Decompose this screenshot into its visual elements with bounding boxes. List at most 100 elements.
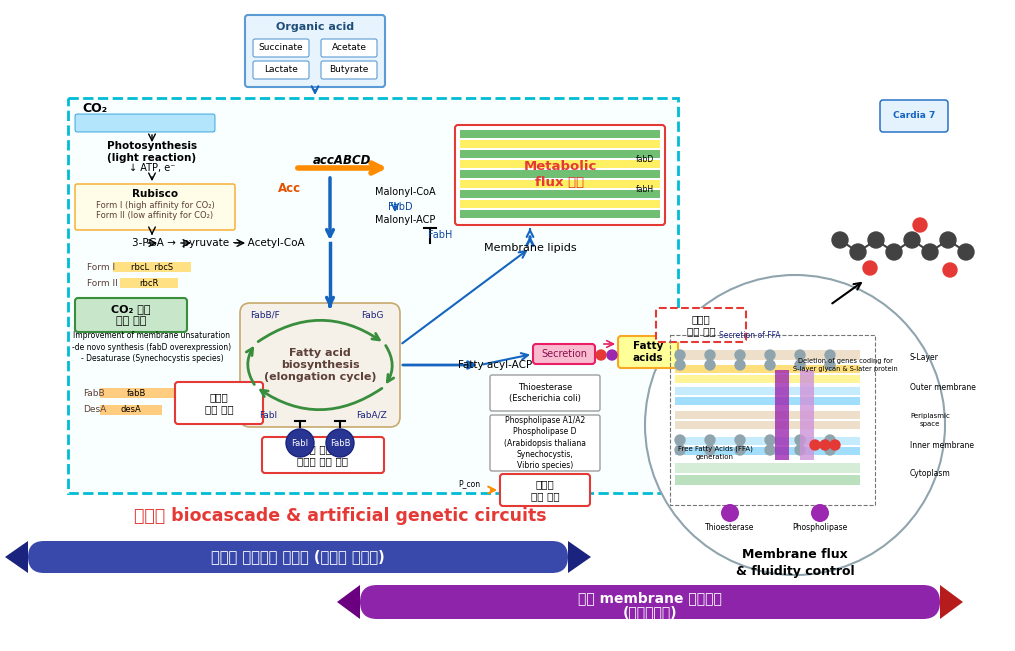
Text: FabB: FabB	[330, 439, 350, 447]
Bar	[675, 375, 860, 383]
Text: Metabolic
flux 증진: Metabolic flux 증진	[524, 161, 597, 189]
Bar	[675, 397, 860, 405]
Text: Inner membrane: Inner membrane	[910, 441, 974, 449]
Circle shape	[914, 218, 927, 232]
Circle shape	[795, 445, 805, 455]
Bar	[68, 98, 678, 493]
Bar	[675, 447, 860, 455]
Circle shape	[820, 440, 830, 450]
Text: Improvement of membrane unsaturation
-de novo synthesis (fabD overexpression)
- : Improvement of membrane unsaturation -de…	[72, 331, 231, 363]
Circle shape	[705, 360, 715, 370]
Text: Phospholipase A1/A2
Phospholipase D
(Arabidopsis thaliana
Synechocystis,
Vibrio : Phospholipase A1/A2 Phospholipase D (Ara…	[504, 416, 586, 470]
Text: fabB: fabB	[127, 389, 147, 398]
Text: FabH: FabH	[427, 230, 453, 240]
Text: Outer membrane: Outer membrane	[910, 383, 975, 391]
Text: CO₂ 고정
효율 증진: CO₂ 고정 효율 증진	[112, 304, 151, 326]
Circle shape	[675, 445, 685, 455]
Text: Succinate: Succinate	[259, 44, 303, 53]
Text: Organic acid: Organic acid	[276, 22, 354, 32]
Bar	[675, 350, 860, 360]
Bar	[675, 421, 860, 429]
Text: Cardia 7: Cardia 7	[893, 111, 935, 120]
Text: 3-PGA →  pyruvate →  Acetyl-CoA: 3-PGA → pyruvate → Acetyl-CoA	[132, 238, 304, 248]
FancyBboxPatch shape	[245, 15, 385, 87]
Circle shape	[705, 350, 715, 360]
Circle shape	[795, 360, 805, 370]
Text: desA: desA	[121, 406, 141, 415]
Text: Secretion: Secretion	[541, 349, 587, 359]
Bar	[675, 437, 860, 445]
Circle shape	[825, 435, 835, 445]
Circle shape	[863, 261, 877, 275]
Text: fabD: fabD	[635, 156, 654, 165]
FancyBboxPatch shape	[321, 61, 377, 79]
FancyBboxPatch shape	[455, 125, 665, 225]
Circle shape	[675, 435, 685, 445]
Circle shape	[675, 350, 685, 360]
Bar	[120, 278, 178, 288]
FancyBboxPatch shape	[618, 336, 678, 368]
Text: Phospholipase: Phospholipase	[793, 523, 848, 533]
FancyBboxPatch shape	[75, 114, 215, 132]
Circle shape	[705, 445, 715, 455]
FancyBboxPatch shape	[253, 39, 309, 57]
Circle shape	[832, 232, 848, 248]
Text: FabI: FabI	[259, 411, 277, 419]
Text: Thioesterase
(Escherichia coli): Thioesterase (Escherichia coli)	[510, 383, 581, 403]
Bar	[460, 150, 660, 158]
FancyBboxPatch shape	[75, 298, 187, 332]
Circle shape	[868, 232, 884, 248]
Text: Secretion of FFA: Secretion of FFA	[720, 331, 781, 340]
FancyBboxPatch shape	[360, 585, 940, 619]
Text: FabB: FabB	[83, 389, 105, 398]
Circle shape	[825, 360, 835, 370]
Text: Photosynthesis
(light reaction): Photosynthesis (light reaction)	[107, 141, 197, 163]
Circle shape	[886, 244, 902, 260]
Bar	[100, 388, 175, 398]
Bar	[675, 463, 860, 473]
Bar	[675, 365, 860, 373]
Bar	[460, 130, 660, 138]
Text: Thioesterase: Thioesterase	[705, 523, 755, 533]
Text: 지방산
분비 유도: 지방산 분비 유도	[531, 478, 559, 501]
Circle shape	[705, 435, 715, 445]
Text: FabI: FabI	[291, 439, 309, 447]
Bar	[460, 210, 660, 218]
Circle shape	[765, 360, 775, 370]
Bar	[675, 411, 860, 419]
Circle shape	[286, 429, 314, 457]
Polygon shape	[568, 541, 591, 573]
FancyBboxPatch shape	[28, 541, 568, 573]
FancyBboxPatch shape	[880, 100, 948, 132]
Circle shape	[735, 350, 745, 360]
Text: Membrane flux
& fluidity control: Membrane flux & fluidity control	[736, 549, 855, 577]
Bar	[460, 190, 660, 198]
Text: 지방산
분비 촉진: 지방산 분비 촉진	[687, 314, 716, 336]
Text: Deletion of genes coding for
S-layer glycan & S-later protein: Deletion of genes coding for S-layer gly…	[793, 358, 897, 372]
Text: FabA/Z: FabA/Z	[356, 411, 388, 419]
Text: Acetate: Acetate	[332, 44, 366, 53]
Text: Lactate: Lactate	[264, 66, 298, 74]
Text: 지방산 biocascade & artificial genetic circuits: 지방산 biocascade & artificial genetic circ…	[134, 507, 546, 525]
Text: Malonyl-CoA: Malonyl-CoA	[375, 187, 435, 197]
Bar	[670, 335, 875, 505]
FancyBboxPatch shape	[175, 382, 263, 424]
Text: 생합성 대사회로 최적화 (생산성 극대화): 생합성 대사회로 최적화 (생산성 극대화)	[211, 549, 385, 564]
Circle shape	[825, 445, 835, 455]
Circle shape	[735, 445, 745, 455]
Circle shape	[765, 435, 775, 445]
Circle shape	[765, 445, 775, 455]
Text: Form I: Form I	[87, 264, 115, 273]
Circle shape	[850, 244, 866, 260]
Text: Free Fatty Acids (FFA)
generation: Free Fatty Acids (FFA) generation	[678, 446, 752, 460]
Text: 세포 membrane 제어기술: 세포 membrane 제어기술	[579, 591, 722, 605]
Bar	[800, 370, 814, 460]
Circle shape	[735, 435, 745, 445]
Circle shape	[675, 360, 685, 370]
Text: S-Layer: S-Layer	[910, 352, 939, 361]
Circle shape	[811, 504, 829, 522]
Text: FabD: FabD	[388, 202, 412, 212]
Circle shape	[795, 435, 805, 445]
Bar	[460, 200, 660, 208]
Text: rbcL  rbcS: rbcL rbcS	[131, 262, 174, 271]
